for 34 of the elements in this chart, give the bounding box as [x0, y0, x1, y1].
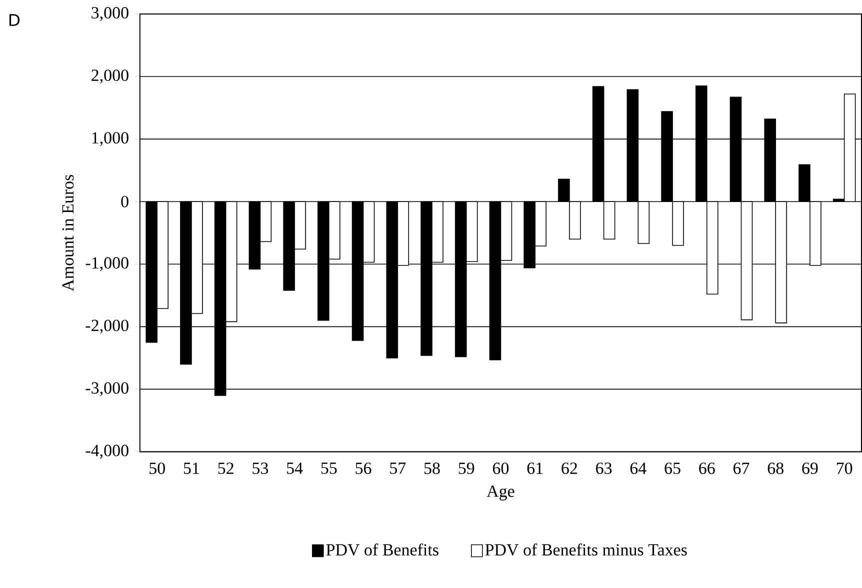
- text: D: [9, 14, 20, 26]
- x-tick-label: 65: [664, 462, 680, 474]
- x-tick-label: 59: [458, 462, 474, 474]
- x-tick-label: 56: [356, 462, 372, 474]
- x-tick-label: 53: [252, 462, 268, 474]
- x-tick-label: 54: [287, 462, 303, 474]
- x-tick-label: 66: [699, 462, 715, 474]
- x-tick-label: 51: [184, 462, 199, 474]
- y-tick-label: 2,000: [92, 70, 128, 84]
- y-tick-label: -2,000: [86, 320, 128, 334]
- x-tick-label: 50: [150, 462, 165, 474]
- x-axis-title: Age: [486, 486, 514, 501]
- y-tick-label: -4,000: [86, 444, 128, 459]
- y-tick-label: -1,000: [86, 257, 128, 272]
- x-tick-label: 64: [630, 462, 646, 474]
- x-tick-label: 63: [596, 462, 612, 474]
- y-tick-label: -3,000: [86, 382, 128, 396]
- x-tick-label: 58: [424, 462, 440, 474]
- y-tick-label: 3,000: [92, 7, 128, 22]
- y-tick-label: 1,000: [92, 132, 128, 146]
- x-tick-label: 52: [218, 462, 234, 474]
- x-tick-label: 55: [321, 462, 337, 474]
- y-axis-title: Amount in Euros: [62, 175, 74, 292]
- x-tick-label: 70: [836, 462, 852, 474]
- x-tick-label: 69: [802, 462, 818, 474]
- x-tick-label: 68: [768, 462, 784, 474]
- legend-label: PDV of Benefits: [326, 544, 438, 556]
- y-tick-label: 0: [121, 196, 128, 208]
- x-tick-label: 61: [527, 462, 543, 474]
- x-tick-label: 57: [390, 462, 406, 474]
- x-tick-label: 62: [562, 462, 577, 474]
- x-tick-label: 67: [733, 462, 750, 474]
- x-tick-label: 60: [492, 462, 509, 474]
- legend-label: PDV of Benefits minus Taxes: [485, 544, 687, 556]
